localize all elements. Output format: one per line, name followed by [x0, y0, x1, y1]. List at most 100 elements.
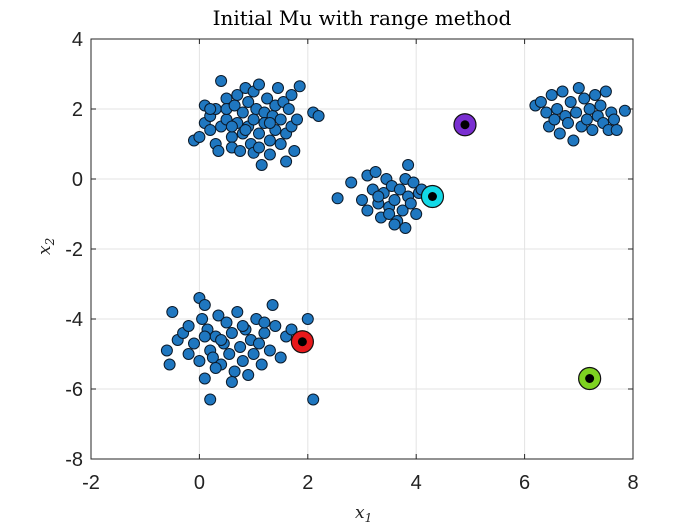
data-point [204, 103, 217, 115]
data-point [553, 127, 566, 140]
data-point [285, 323, 298, 336]
data-point [163, 358, 176, 371]
centroid-marker [578, 366, 602, 391]
data-point [564, 96, 577, 108]
centroid-marker [453, 113, 477, 137]
data-point [269, 320, 282, 332]
axis-ticks: -2 0 2 4 6 8 -8 -6 -4 -2 0 2 4 [65, 29, 638, 494]
data-point [562, 117, 574, 129]
data-point [291, 113, 303, 126]
y-axis-label: x2 [35, 238, 57, 255]
y-tick-label: 4 [72, 29, 83, 51]
data-point [567, 134, 580, 147]
y-tick-label: -4 [65, 309, 83, 331]
data-point [407, 176, 420, 189]
data-point [580, 113, 593, 126]
data-point [551, 103, 564, 115]
data-point [247, 348, 260, 360]
data-point [261, 92, 274, 105]
data-point [570, 106, 583, 119]
data-point [234, 341, 247, 353]
data-point [599, 85, 612, 98]
data-point [258, 316, 271, 329]
data-point [223, 348, 236, 360]
data-point [242, 369, 255, 381]
data-point [404, 197, 417, 210]
data-point [198, 330, 211, 343]
x-tick-label: 4 [411, 472, 422, 494]
data-point [236, 106, 249, 119]
data-point [331, 192, 344, 205]
data-point [345, 176, 358, 189]
data-point [253, 78, 265, 91]
y-tick-label: 2 [72, 99, 83, 121]
data-point [247, 113, 260, 126]
chart-title: Initial Mu with range method [213, 6, 512, 30]
data-point [220, 316, 233, 329]
centroid-center-dot [585, 374, 595, 383]
data-point [182, 320, 195, 332]
data-point [263, 148, 276, 161]
data-point [204, 124, 217, 136]
data-point [225, 376, 238, 388]
data-point [242, 96, 255, 108]
x-axis-label: x1 [355, 503, 372, 525]
data-point [255, 358, 268, 371]
y-tick-label: -6 [65, 379, 83, 401]
data-point [225, 131, 238, 143]
centroid-marker [420, 184, 445, 209]
data-point [293, 80, 306, 93]
data-point [288, 145, 301, 157]
data-point [372, 190, 385, 203]
centroid-center-dot [297, 337, 307, 347]
x-tick-label: 0 [194, 472, 205, 494]
x-axis-label-main: x [355, 503, 365, 523]
data-point [193, 131, 206, 143]
data-point [215, 334, 228, 346]
data-point [228, 365, 241, 378]
data-point [608, 113, 620, 126]
y-axis-label-main: x [35, 245, 55, 255]
data-point [198, 372, 211, 385]
x-axis-label-subscript: 1 [365, 511, 373, 525]
data-point [572, 82, 585, 94]
data-point [548, 113, 561, 126]
data-point [356, 194, 368, 206]
data-point [160, 344, 173, 357]
data-point [198, 299, 211, 311]
data-point [410, 208, 423, 220]
data-point [272, 82, 284, 94]
data-point [393, 183, 406, 196]
x-tick-label: 2 [302, 472, 313, 494]
data-point [166, 306, 179, 318]
data-point [231, 89, 244, 101]
data-point [578, 92, 591, 105]
data-point [236, 355, 249, 367]
data-point [556, 85, 569, 98]
data-point [274, 351, 287, 364]
data-point [396, 204, 409, 217]
data-point [285, 89, 298, 101]
y-tick-label: -2 [65, 239, 83, 261]
data-point [263, 344, 276, 357]
data-point [583, 103, 596, 115]
data-point [209, 362, 222, 374]
data-point [234, 145, 247, 157]
data-point [215, 75, 228, 87]
data-point [589, 89, 602, 101]
data-point [212, 145, 225, 157]
data-point [540, 106, 553, 119]
data-point [594, 99, 607, 112]
data-point [610, 124, 623, 136]
centroid-center-dot [427, 192, 437, 201]
data-point [388, 218, 401, 231]
y-tick-label: 0 [72, 169, 83, 191]
x-tick-label: -2 [82, 472, 100, 494]
y-axis-label-subscript: 2 [43, 238, 57, 247]
data-point [258, 327, 271, 339]
data-point [402, 159, 415, 171]
data-point [301, 313, 314, 325]
data-point [280, 155, 293, 168]
y-tick-label: -8 [65, 449, 83, 471]
data-point [618, 104, 631, 117]
